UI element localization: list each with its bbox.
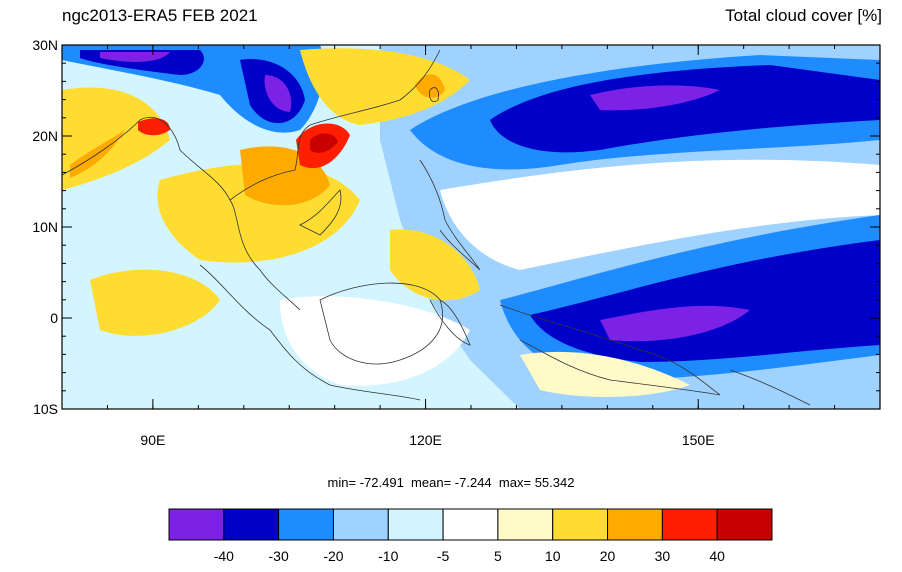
stats-mean-label: mean= bbox=[411, 475, 452, 490]
colorbar-label: -10 bbox=[378, 548, 399, 564]
colorbar-label: 20 bbox=[599, 548, 616, 564]
stats-mean-value: -7.244 bbox=[454, 475, 492, 490]
colorbar-swatch bbox=[442, 508, 499, 541]
colorbar-swatch bbox=[168, 508, 225, 541]
lat-tick-label: 20N bbox=[32, 128, 58, 144]
stats-min-label: min= bbox=[327, 475, 357, 490]
axis-ticks bbox=[61, 44, 881, 410]
colorbar-swatch bbox=[607, 508, 663, 541]
cloud-anomaly-field bbox=[62, 45, 880, 409]
colorbar-label: 30 bbox=[654, 548, 671, 564]
colorbar bbox=[168, 508, 773, 541]
lat-tick-label: 0 bbox=[50, 310, 58, 326]
lon-tick-label: 120E bbox=[409, 432, 442, 448]
colorbar-swatch bbox=[278, 508, 334, 541]
plot-title-left: ngc2013-ERA5 FEB 2021 bbox=[62, 6, 258, 25]
lat-tick-label: 10S bbox=[33, 401, 58, 417]
colorbar-swatch bbox=[661, 508, 718, 541]
stats-min-value: -72.491 bbox=[359, 475, 404, 490]
lat-tick-label: 10N bbox=[32, 219, 58, 235]
colorbar-label: 40 bbox=[709, 548, 725, 564]
colorbar-swatch bbox=[552, 508, 609, 541]
stats-max-value: 55.342 bbox=[534, 475, 575, 490]
stats-max-label: max= bbox=[498, 475, 532, 490]
colorbar-swatch bbox=[332, 508, 389, 541]
colorbar-swatch bbox=[716, 508, 773, 541]
colorbar-swatch bbox=[387, 508, 444, 541]
colorbar-swatch bbox=[497, 508, 554, 541]
lon-tick-label: 150E bbox=[682, 432, 715, 448]
coastlines bbox=[62, 49, 811, 406]
colorbar-label: 10 bbox=[544, 548, 561, 564]
colorbar-label: -20 bbox=[323, 548, 344, 564]
colorbar-swatch bbox=[223, 508, 280, 541]
colorbar-label: -40 bbox=[213, 548, 234, 564]
colorbar-label: -5 bbox=[436, 548, 450, 564]
stats-line: min= -72.491 mean= -7.244 max= 55.342 bbox=[0, 475, 902, 490]
lat-tick-label: 30N bbox=[32, 37, 58, 53]
colorbar-label: -30 bbox=[268, 548, 289, 564]
axis-labels: 30N 20N 10N 0 10S 90E 120E 150E bbox=[32, 37, 714, 448]
plot-title-right: Total cloud cover [%] bbox=[725, 6, 882, 25]
colorbar-label: 5 bbox=[494, 548, 502, 564]
lon-tick-label: 90E bbox=[140, 432, 165, 448]
